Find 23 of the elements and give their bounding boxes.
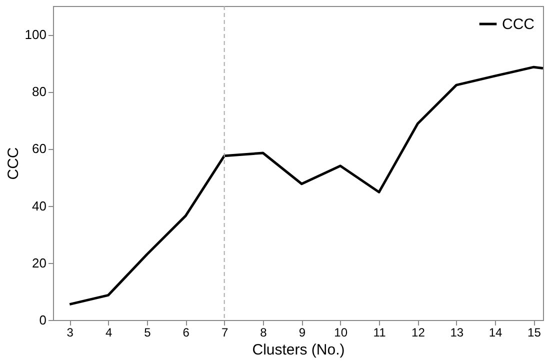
x-tick-label: 9	[298, 326, 306, 340]
y-tick-label: 0	[39, 312, 46, 328]
x-tick-label: 8	[260, 326, 268, 340]
x-tick-label: 6	[182, 326, 190, 340]
y-tick-label: 40	[32, 198, 46, 214]
y-tick-label: 20	[32, 255, 46, 270]
x-tick-label: 12	[412, 326, 426, 340]
y-axis-title: CCC	[4, 147, 22, 180]
x-tick-label: 14	[488, 326, 503, 340]
x-tick-label: 7	[221, 326, 228, 340]
x-axis-title: Clusters (No.)	[252, 342, 345, 358]
y-tick-label: 100	[24, 27, 46, 42]
x-tick-label: 15	[528, 326, 542, 340]
line-series	[68, 66, 544, 306]
x-tick-label: 5	[144, 326, 152, 340]
y-tick-label: 60	[32, 141, 46, 156]
x-tick-label: 11	[373, 326, 386, 340]
x-tick-label: 10	[334, 326, 348, 340]
x-tick-label: 4	[105, 326, 112, 340]
legend-label: CCC	[502, 16, 535, 33]
x-tick-label: 13	[450, 326, 464, 340]
y-tick-label: 80	[32, 84, 46, 100]
x-tick-label: 3	[66, 326, 74, 340]
